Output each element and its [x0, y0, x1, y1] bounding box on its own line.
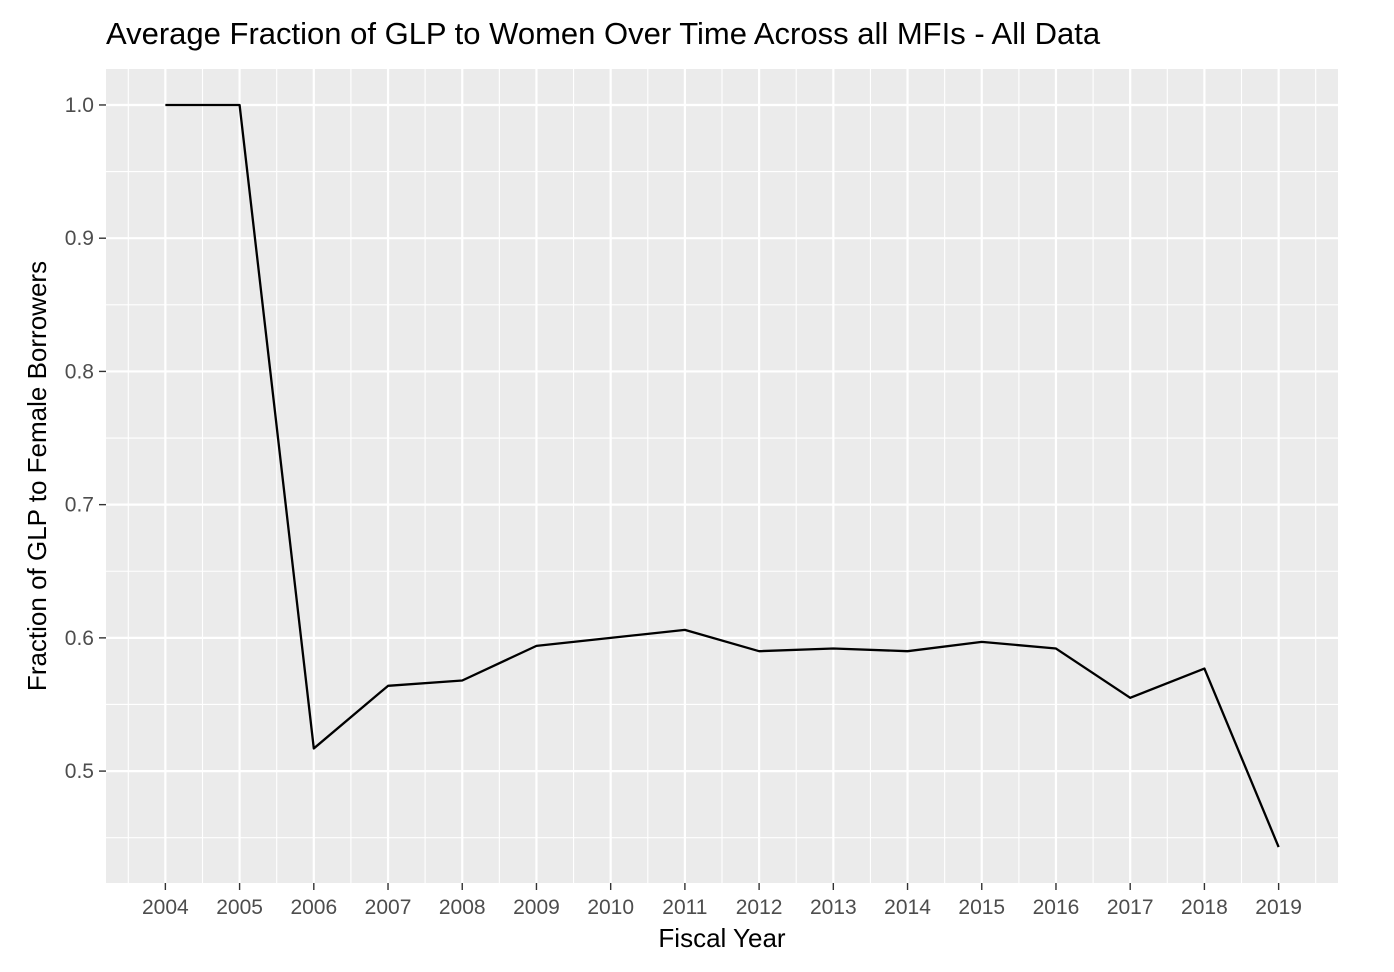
y-tick-label: 1.0: [65, 94, 94, 117]
y-axis: 0.5 0.6 0.7 0.8 0.9 1.0: [65, 94, 106, 783]
chart-title: Average Fraction of GLP to Women Over Ti…: [106, 16, 1101, 51]
series-line-0: [165, 103, 1280, 848]
x-tick-label: 2011: [662, 896, 707, 919]
x-tick-label: 2008: [439, 896, 486, 919]
x-tick-label: 2010: [587, 896, 634, 919]
y-tick-label: 0.5: [65, 760, 94, 783]
y-tick-label: 0.7: [65, 494, 94, 517]
x-tick-label: 2009: [513, 896, 560, 919]
x-tick-label: 2007: [365, 896, 412, 919]
x-tick-label: 2014: [884, 896, 931, 919]
x-tick-label: 2018: [1181, 896, 1228, 919]
x-axis: 2004 2005 2006 2007 2008 2009 2010 2011 2012 2013…: [142, 883, 1302, 919]
x-tick-label: 2006: [290, 896, 337, 919]
x-tick-label: 2012: [736, 896, 783, 919]
y-tick-label: 0.9: [65, 227, 94, 250]
x-tick-label: 2013: [810, 896, 857, 919]
x-tick-label: 2019: [1255, 896, 1302, 919]
series-layer: [165, 103, 1280, 848]
x-tick-label: 2015: [958, 896, 1005, 919]
y-tick-label: 0.8: [65, 360, 94, 383]
x-tick-label: 2016: [1033, 896, 1080, 919]
y-tick-label: 0.6: [65, 627, 94, 650]
x-axis-title: Fiscal Year: [658, 923, 786, 953]
x-tick-label: 2017: [1107, 896, 1154, 919]
x-tick-label: 2005: [216, 896, 263, 919]
major-gridlines: [106, 69, 1338, 883]
x-tick-label: 2004: [142, 896, 189, 919]
minor-gridlines: [106, 69, 1338, 883]
y-axis-title: Fraction of GLP to Female Borrowers: [22, 261, 52, 691]
